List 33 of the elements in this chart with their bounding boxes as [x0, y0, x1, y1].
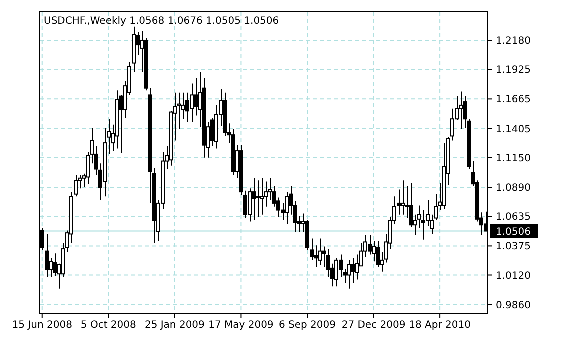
x-tick-label: 25 Jan 2009 — [144, 320, 205, 331]
chart-title: USDCHF.,Weekly 1.0568 1.0676 1.0505 1.0506 — [44, 16, 280, 27]
candlestick — [352, 258, 356, 284]
y-tick-label: 1.1405 — [496, 124, 531, 136]
x-tick-label: 15 Jun 2008 — [12, 320, 72, 331]
x-tick-label: 18 Apr 2010 — [409, 320, 471, 331]
candlestick — [318, 238, 322, 266]
candlestick — [252, 178, 256, 222]
y-tick-label: 1.1665 — [496, 94, 531, 106]
y-tick-label: 1.1925 — [496, 65, 531, 76]
y-tick-label: 1.2180 — [496, 36, 531, 47]
candlestick — [256, 180, 260, 218]
x-tick-label: 6 Sep 2009 — [278, 320, 336, 331]
x-tick-label: 17 May 2009 — [208, 320, 274, 331]
candlestick — [74, 174, 78, 198]
candlestick — [46, 234, 50, 278]
ref-line-label: 1.0506 — [496, 226, 531, 238]
candlestick — [460, 91, 464, 130]
candlestick — [194, 78, 198, 116]
x-tick-label: 5 Oct 2008 — [80, 320, 136, 331]
candlestick — [398, 189, 402, 216]
candlestick — [348, 260, 352, 290]
candlestick — [402, 180, 406, 216]
candlestick — [376, 240, 380, 268]
y-tick-label: 1.0120 — [496, 270, 531, 282]
y-tick-label: 1.0890 — [496, 183, 531, 194]
candlestick — [260, 178, 264, 216]
y-tick-label: 1.0635 — [496, 212, 531, 224]
y-tick-label: 1.1150 — [496, 153, 531, 164]
x-tick-label: 27 Dec 2009 — [342, 320, 406, 331]
y-tick-label: 0.9860 — [496, 300, 531, 312]
candlestick — [356, 254, 360, 280]
y-tick-label: 1.0375 — [496, 242, 531, 253]
